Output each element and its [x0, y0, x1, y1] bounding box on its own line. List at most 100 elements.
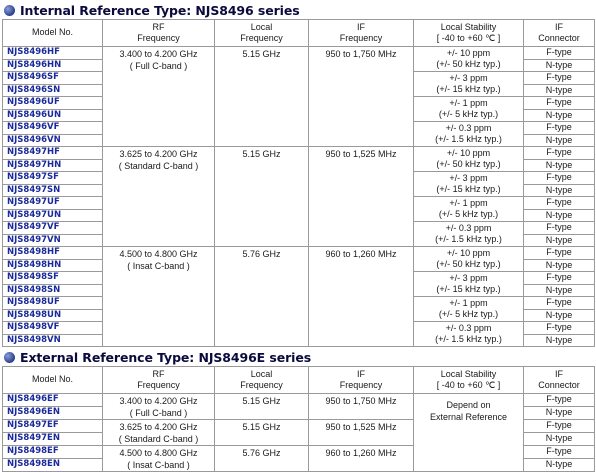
- local-stability: +/- 3 ppm (+/- 15 kHz typ.): [413, 71, 524, 97]
- model-number: NJS8498HN: [2, 258, 103, 272]
- model-number: NJS8497SN: [2, 183, 103, 197]
- local-stability: +/- 3 ppm (+/- 15 kHz typ.): [413, 271, 524, 297]
- table-row: NJS8498VF +/- 0.3 ppm (+/- 1.5 kHz typ.) F-…: [2, 321, 595, 347]
- external-title-text: External Reference Type: NJS8496E series: [20, 349, 312, 365]
- rf-range: 3.400 to 4.200 GHz: [119, 49, 198, 59]
- if-connector: F-type: [523, 46, 595, 60]
- model-number: NJS8498SN: [2, 283, 103, 297]
- rf-band-note: ( Full C-band ): [129, 407, 188, 418]
- if-connector: N-type: [523, 58, 595, 72]
- rf-range: 4.500 to 4.800 GHz: [119, 249, 198, 259]
- model-number: NJS8497EF: [2, 419, 103, 433]
- model-number: NJS8497SF: [2, 171, 103, 185]
- if-connector: F-type: [523, 419, 595, 433]
- table-row: NJS8496HN N-type: [2, 58, 595, 72]
- local-stability: +/- 0.3 ppm (+/- 1.5 kHz typ.): [413, 321, 524, 347]
- stability-ppm: +/- 3 ppm: [449, 72, 488, 83]
- column-header: RF Frequency: [102, 366, 215, 394]
- column-header: IF Connector: [523, 19, 595, 47]
- column-header: IF Frequency: [308, 366, 414, 394]
- if-connector: F-type: [523, 121, 595, 135]
- stability-typ: (+/- 15 kHz typ.): [436, 284, 501, 294]
- model-number: NJS8496VF: [2, 121, 103, 135]
- column-header-line: Frequency: [339, 33, 383, 43]
- if-connector: F-type: [523, 196, 595, 210]
- table-row: NJS8498EF 4.500 to 4.800 GHz( Insat C-ban…: [2, 445, 595, 472]
- model-number: NJS8496UN: [2, 108, 103, 122]
- model-number: NJS8498EF: [2, 445, 103, 459]
- column-header: Local Stability[ -40 to +60 ℃ ]: [413, 19, 524, 47]
- column-header: Local Stability[ -40 to +60 ℃ ]: [413, 366, 524, 394]
- if-connector: N-type: [523, 283, 595, 297]
- model-number: NJS8496UF: [2, 96, 103, 110]
- stability-typ: (+/- 15 kHz typ.): [436, 184, 501, 194]
- stability-ppm: +/- 1 ppm: [449, 97, 488, 108]
- model-number: NJS8497VF: [2, 221, 103, 235]
- if-connector: N-type: [523, 258, 595, 272]
- stability-ppm: +/- 3 ppm: [449, 172, 488, 183]
- if-connector: F-type: [523, 221, 595, 235]
- model-number: NJS8496HF: [2, 46, 103, 60]
- table-row: NJS8497HN N-type: [2, 158, 595, 172]
- table-row: NJS8496SN N-type: [2, 83, 595, 97]
- local-stability: +/- 1 ppm (+/- 5 kHz typ.): [413, 96, 524, 122]
- if-connector: F-type: [523, 171, 595, 185]
- model-number: NJS8498HF: [2, 246, 103, 260]
- model-number: NJS8498UN: [2, 308, 103, 322]
- if-frequency: 950 to 1,525 MHz: [308, 146, 414, 247]
- column-header-line: IF: [555, 368, 563, 379]
- if-connector: F-type: [523, 321, 595, 335]
- local-frequency: 5.76 GHz: [214, 246, 309, 347]
- bullet-icon: [4, 351, 15, 363]
- external-spec-table: Model No. RF Frequency Local Frequency IF Freq…: [2, 366, 595, 472]
- column-header-line: IF: [555, 21, 563, 32]
- column-header-line: [ -40 to +60 ℃ ]: [436, 33, 501, 43]
- model-number: NJS8497HF: [2, 146, 103, 160]
- column-header-line: IF: [357, 368, 365, 379]
- table-row: NJS8498VN N-type: [2, 333, 595, 347]
- local-frequency: 5.76 GHz: [214, 445, 309, 472]
- column-header: IF Frequency: [308, 19, 414, 47]
- local-stability: +/- 10 ppm (+/- 50 kHz typ.): [413, 246, 524, 272]
- model-number: NJS8496VN: [2, 133, 103, 147]
- column-header-line: Local: [250, 21, 273, 32]
- model-number: NJS8498VN: [2, 333, 103, 347]
- model-number: NJS8498VF: [2, 321, 103, 335]
- stability-typ: (+/- 1.5 kHz typ.): [435, 234, 502, 244]
- stability-typ: (+/- 1.5 kHz typ.): [435, 334, 502, 344]
- table-row: NJS8497VF +/- 0.3 ppm (+/- 1.5 kHz typ.) F-…: [2, 221, 595, 247]
- model-number: NJS8496EF: [2, 393, 103, 407]
- local-stability: +/- 0.3 ppm (+/- 1.5 kHz typ.): [413, 121, 524, 147]
- external-section-title: External Reference Type: NJS8496E series: [4, 349, 311, 365]
- rf-range: 4.500 to 4.800 GHz: [119, 448, 198, 458]
- column-header-line: Local: [250, 368, 273, 379]
- model-number: NJS8496SF: [2, 71, 103, 85]
- stability-ppm: +/- 0.3 ppm: [445, 122, 492, 133]
- internal-title-text: Internal Reference Type: NJS8496 series: [20, 2, 300, 18]
- if-frequency: 960 to 1,260 MHz: [308, 445, 414, 472]
- local-stability: +/- 1 ppm (+/- 5 kHz typ.): [413, 196, 524, 222]
- column-header-line: RF: [152, 21, 165, 32]
- local-frequency: 5.15 GHz: [214, 146, 309, 247]
- stability-ppm: +/- 10 ppm: [446, 47, 491, 58]
- if-connector: N-type: [523, 406, 595, 420]
- if-connector: F-type: [523, 445, 595, 459]
- column-header-line: Local Stability: [440, 368, 497, 379]
- stability-note-line: External Reference: [429, 411, 508, 422]
- model-number: NJS8497UN: [2, 208, 103, 222]
- local-stability: +/- 3 ppm (+/- 15 kHz typ.): [413, 171, 524, 197]
- table-row: NJS8497VN N-type: [2, 233, 595, 247]
- rf-frequency: 3.400 to 4.200 GHz( Full C-band ): [102, 46, 215, 147]
- local-stability: +/- 10 ppm (+/- 50 kHz typ.): [413, 146, 524, 172]
- table-row: NJS8496VF +/- 0.3 ppm (+/- 1.5 kHz typ.) F-…: [2, 121, 595, 147]
- column-header-line: Model No.: [31, 27, 74, 38]
- table-row: NJS8496HF 3.400 to 4.200 GHz( Full C-band…: [2, 46, 595, 147]
- if-connector: F-type: [523, 296, 595, 310]
- local-frequency: 5.15 GHz: [214, 46, 309, 147]
- local-stability: +/- 0.3 ppm (+/- 1.5 kHz typ.): [413, 221, 524, 247]
- if-connector: F-type: [523, 71, 595, 85]
- if-connector: N-type: [523, 133, 595, 147]
- model-number: NJS8498UF: [2, 296, 103, 310]
- column-header-line: RF: [152, 368, 165, 379]
- rf-band-note: ( Standard C-band ): [118, 433, 199, 444]
